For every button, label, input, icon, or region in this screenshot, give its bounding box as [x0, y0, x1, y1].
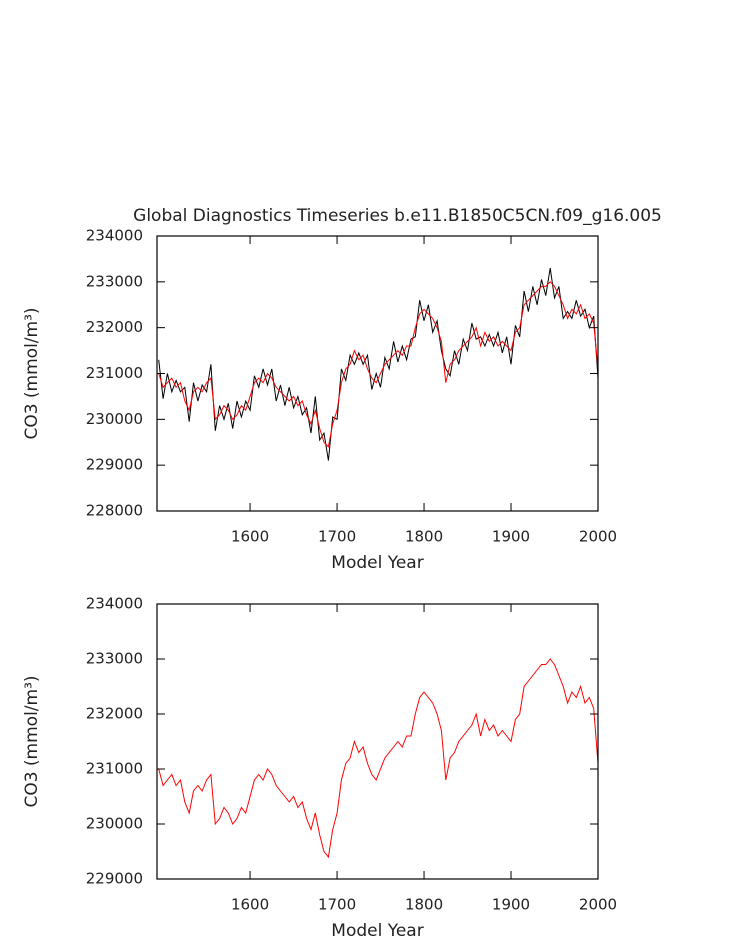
x-tick-label: 1900 [492, 528, 530, 546]
y-tick-label: 229000 [86, 870, 143, 888]
y-tick-label: 232000 [86, 318, 143, 336]
y-tick-label: 233000 [86, 272, 143, 290]
y-tick-label: 233000 [86, 650, 143, 668]
plot-frame [156, 235, 599, 512]
x-tick-label: 1700 [318, 528, 356, 546]
plot-frame [156, 603, 599, 880]
x-tick-label: 1800 [405, 896, 443, 914]
data-line [158, 268, 599, 461]
x-tick-label: 2000 [579, 528, 617, 546]
y-tick-label: 228000 [86, 502, 143, 520]
y-axis-label: CO3 (mmol/m³) [22, 675, 42, 807]
y-tick-label: 230000 [86, 815, 143, 833]
data-line [158, 658, 599, 859]
x-tick-label: 1600 [231, 896, 269, 914]
y-axis-label: CO3 (mmol/m³) [22, 307, 42, 439]
chart-title: Global Diagnostics Timeseries b.e11.B185… [133, 206, 662, 226]
x-tick-label: 1900 [492, 896, 530, 914]
x-tick-label: 1600 [231, 528, 269, 546]
x-axis-label: Model Year [331, 921, 423, 941]
x-tick-label: 1800 [405, 528, 443, 546]
data-line [158, 281, 599, 448]
y-tick-label: 231000 [86, 364, 143, 382]
y-tick-label: 234000 [86, 227, 143, 245]
y-tick-label: 231000 [86, 760, 143, 778]
x-tick-label: 2000 [579, 896, 617, 914]
x-axis-label: Model Year [331, 553, 423, 573]
y-tick-label: 230000 [86, 410, 143, 428]
x-tick-label: 1700 [318, 896, 356, 914]
y-tick-label: 229000 [86, 456, 143, 474]
y-tick-label: 232000 [86, 705, 143, 723]
y-tick-label: 234000 [86, 595, 143, 613]
